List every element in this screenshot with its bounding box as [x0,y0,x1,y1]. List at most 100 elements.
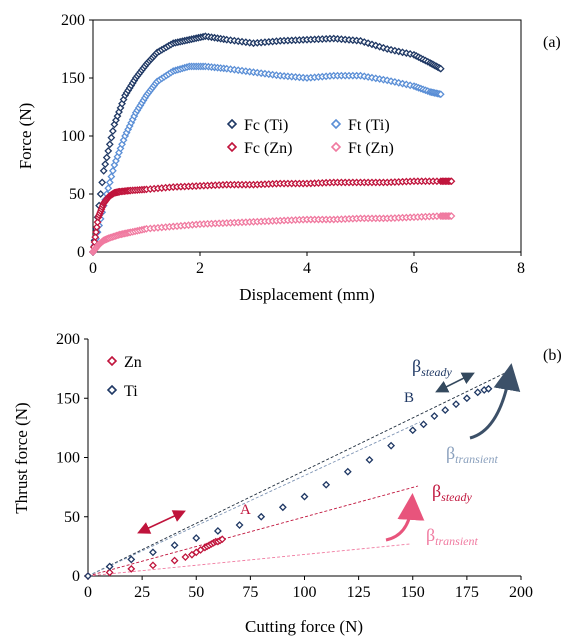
data-point [105,178,114,187]
data-point [91,233,100,242]
data-point [149,548,157,557]
beta-steady-ti: βsteady [412,356,475,393]
data-point [408,426,417,435]
series-fc-zn [89,177,456,256]
data-point [447,177,456,186]
guide-ti-transient [87,421,421,577]
annotation-a-label: A [240,502,251,518]
beta-symbol-zn-transient: β [426,525,435,545]
data-point [107,172,116,181]
y-tick-label: 200 [56,331,80,348]
legend-item-ft-ti: Ft (Ti) [330,117,390,134]
data-point [278,503,287,512]
legend-label-ft-zn: Ft (Zn) [348,140,394,157]
arrow-ti-steady [435,372,475,393]
data-point [371,41,380,50]
x-tick-label: 0 [84,584,92,601]
data-point [192,534,201,542]
y-tick-label: 150 [56,390,80,407]
x-tick-label: 100 [293,584,317,601]
beta-symbol-ti-steady: β [412,356,421,376]
data-point [430,412,439,420]
legend-label-zn: Zn [124,354,142,371]
series-ft-ti [89,62,445,256]
svg-text:βtransient: βtransient [426,525,479,548]
legend-item-fc-zn: Fc (Zn) [226,140,292,157]
legend-marker-ft-ti [330,118,342,130]
panel-label-a: (a) [543,34,561,51]
y-tick-label: 0 [77,244,85,261]
x-tick-label: 200 [509,584,533,601]
data-point [105,568,114,577]
svg-text:βsteady: βsteady [412,356,453,379]
data-point [213,527,222,535]
data-point [452,400,460,409]
data-point [108,127,117,135]
data-point [441,406,450,415]
svg-text:βtransient: βtransient [446,443,499,466]
data-point [218,535,227,544]
data-point [322,480,331,489]
guide-ti-steady [87,372,506,577]
legend-item-ti: Ti [106,383,138,400]
x-tick-labels-b: 0 25 50 75 100 125 150 175 200 [84,576,533,601]
series-ft-zn [89,212,456,256]
x-tick-label: 8 [517,260,525,277]
data-point [92,223,101,232]
series-ti [84,384,493,580]
arrow-a [137,510,186,534]
x-tick-label: 175 [455,584,479,601]
legend-item-fc-ti: Fc (Ti) [226,117,288,134]
data-point [364,39,373,48]
legend-marker-zn [106,355,118,367]
beta-subscript-ti-steady: steady [421,365,452,379]
beta-subscript-zn-steady: steady [441,490,472,504]
data-point [104,184,113,193]
data-point [484,384,493,393]
data-point [343,467,352,476]
legend-label-fc-ti: Fc (Ti) [244,117,288,134]
data-point [365,455,374,464]
data-point [105,140,114,149]
data-point [99,166,108,175]
y-axis-label-a: Force (N) [16,103,35,170]
annotation-a: A [137,502,251,534]
y-tick-label: 100 [56,450,80,467]
legend-marker-fc-zn [226,141,238,153]
data-point [235,521,244,529]
x-tick-label: 50 [188,584,204,601]
data-point [181,553,190,561]
data-point [102,153,111,162]
x-tick-label: 75 [242,584,258,601]
legend-item-zn: Zn [106,354,142,371]
guide-zn-steady [87,485,419,577]
y-tick-label: 0 [72,568,80,585]
legend-item-ft-zn: Ft (Zn) [330,140,394,157]
guide-zn-transient [87,543,411,577]
data-point [462,394,471,403]
beta-steady-zn: βsteady [432,481,473,504]
data-point [107,133,116,142]
x-axis-label-b: Cutting force (N) [245,617,363,636]
legend-marker-ti [106,384,118,396]
data-point [473,388,482,397]
x-axis-label-a: Displacement (mm) [239,285,375,304]
data-point [257,512,266,521]
annotation-b: B [404,390,414,406]
data-point [98,178,107,187]
data-point [300,492,309,501]
data-point [92,228,100,237]
legend-a: Fc (Ti) Ft (Ti) Fc (Zn) Ft (Zn) [226,117,394,157]
data-point [447,212,456,220]
data-point [419,420,428,429]
y-tick-label: 50 [69,186,85,203]
panel-label-b: (b) [543,347,562,364]
legend-label-ti: Ti [124,383,138,400]
series-zn [84,535,227,580]
x-tick-label: 6 [410,260,418,277]
data-point [387,441,396,450]
legend-marker-fc-ti [226,118,238,130]
y-axis-label-b: Thrust force (N) [12,402,31,513]
x-tick-label: 125 [347,584,371,601]
